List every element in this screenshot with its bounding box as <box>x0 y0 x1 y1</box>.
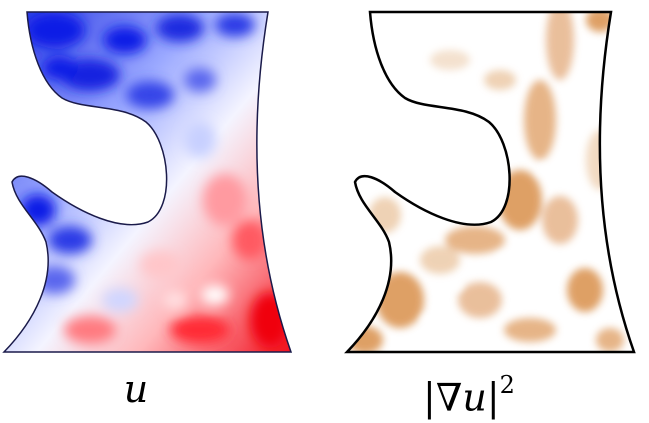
caption-bar-right: | <box>486 375 500 420</box>
caption-exponent: 2 <box>499 371 515 399</box>
panel-u <box>3 11 292 353</box>
caption-u: u <box>123 367 149 411</box>
caption-grad-u-squared: |∇u|2 <box>423 366 573 420</box>
field-grad-fill <box>347 12 634 352</box>
caption-var: u <box>462 375 487 420</box>
caption-nabla: ∇ <box>435 375 463 420</box>
panel-grad-u-squared <box>345 10 636 354</box>
caption-bar-left: | <box>423 375 436 420</box>
field-u-fill <box>4 12 291 352</box>
